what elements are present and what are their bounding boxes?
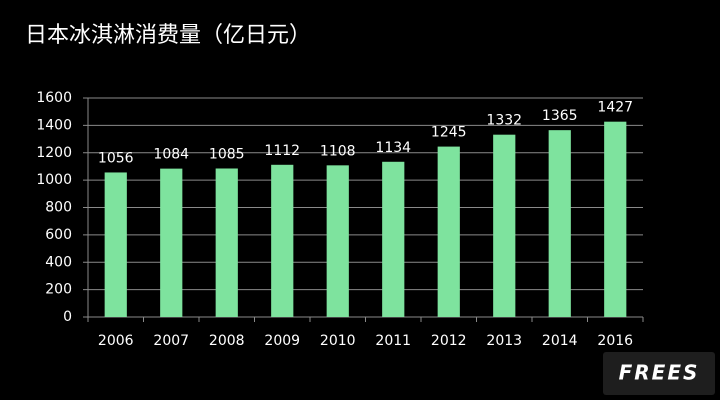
bar [326, 165, 349, 317]
x-tick-label: 2006 [98, 333, 134, 349]
x-tick-label: 2016 [597, 333, 633, 349]
data-label: 1134 [375, 140, 411, 156]
logo-box [603, 352, 715, 395]
data-label: 1085 [209, 146, 245, 162]
y-tick-label: 1600 [36, 90, 72, 106]
y-tick-label: 1400 [36, 117, 72, 133]
x-tick-label: 2012 [431, 333, 467, 349]
bar [104, 172, 127, 317]
y-tick-label: 400 [45, 254, 72, 270]
x-tick-label: 2008 [209, 333, 245, 349]
data-label: 1056 [98, 150, 134, 166]
bar [160, 168, 183, 317]
x-tick-label: 2009 [264, 333, 300, 349]
data-label: 1427 [597, 100, 633, 116]
y-tick-label: 200 [45, 282, 72, 298]
bar [604, 121, 627, 317]
bar [382, 161, 405, 317]
data-label: 1365 [542, 108, 578, 124]
data-label: 1245 [431, 125, 467, 141]
bar [548, 130, 571, 317]
logo: FREES [619, 361, 700, 385]
y-tick-label: 1000 [36, 172, 72, 188]
chart-title: 日本冰淇淋消费量（亿日元） [25, 23, 311, 48]
data-label: 1332 [486, 113, 522, 129]
x-tick-label: 2007 [153, 333, 189, 349]
bar [271, 164, 294, 317]
y-tick-label: 800 [45, 200, 72, 216]
bar [437, 146, 460, 317]
bar [215, 168, 238, 317]
data-label: 1084 [153, 147, 189, 163]
x-tick-label: 2014 [542, 333, 578, 349]
x-tick-label: 2011 [375, 333, 411, 349]
data-label: 1112 [264, 143, 300, 159]
data-label: 1108 [320, 143, 356, 159]
bar [493, 134, 516, 317]
y-tick-label: 1200 [36, 145, 72, 161]
x-tick-label: 2010 [320, 333, 356, 349]
y-tick-label: 0 [63, 309, 72, 325]
x-tick-label: 2013 [486, 333, 522, 349]
y-tick-label: 600 [45, 227, 72, 243]
